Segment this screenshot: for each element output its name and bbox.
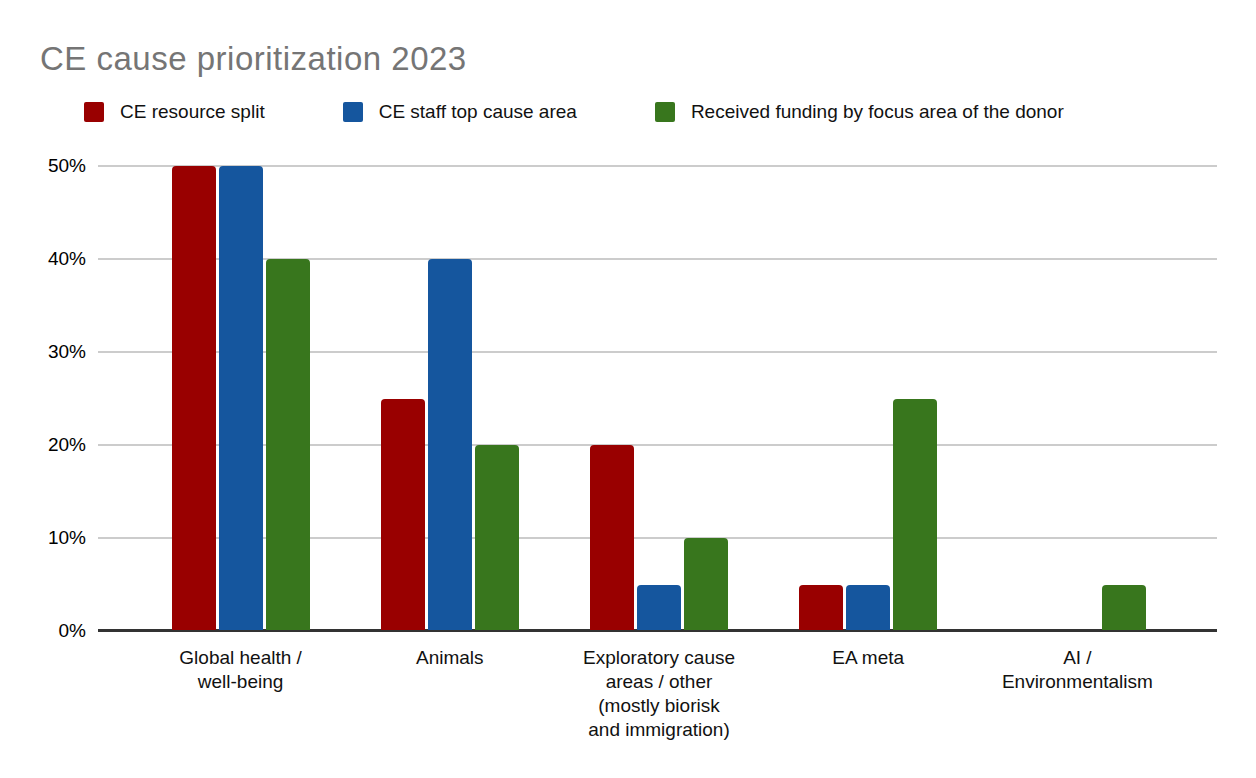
bar-series2-cat0 — [266, 259, 310, 630]
y-axis-tick-label: 0% — [0, 620, 86, 642]
y-axis-tick-label: 40% — [0, 248, 86, 270]
bar-series0-cat1 — [381, 399, 425, 631]
bar-series1-cat1 — [428, 259, 472, 630]
legend-label: CE staff top cause area — [379, 101, 577, 123]
bar-series1-cat0 — [219, 166, 263, 630]
legend-item-1: CE staff top cause area — [343, 101, 577, 123]
legend-swatch-icon — [655, 102, 675, 122]
bar-series0-cat3 — [799, 585, 843, 631]
y-axis-tick-label: 10% — [0, 527, 86, 549]
bar-series1-cat2 — [637, 585, 681, 631]
legend: CE resource split CE staff top cause area… — [84, 101, 1064, 123]
y-axis-tick-label: 30% — [0, 341, 86, 363]
legend-label: Received funding by focus area of the do… — [691, 101, 1064, 123]
legend-item-0: CE resource split — [84, 101, 265, 123]
legend-swatch-icon — [84, 102, 104, 122]
bar-series0-cat0 — [172, 166, 216, 630]
bar-series1-cat3 — [846, 585, 890, 631]
y-axis-tick-label: 20% — [0, 434, 86, 456]
bar-series2-cat4 — [1102, 585, 1146, 631]
gridline-50 — [98, 165, 1217, 167]
bar-series0-cat2 — [590, 445, 634, 630]
bar-series2-cat3 — [893, 399, 937, 631]
legend-item-2: Received funding by focus area of the do… — [655, 101, 1064, 123]
bar-series2-cat1 — [475, 445, 519, 630]
bar-chart: CE cause prioritization 2023 CE resource… — [0, 0, 1256, 778]
chart-title: CE cause prioritization 2023 — [40, 40, 467, 78]
y-axis-tick-label: 50% — [0, 155, 86, 177]
legend-swatch-icon — [343, 102, 363, 122]
bar-series2-cat2 — [684, 538, 728, 630]
x-axis-category-label: AI / Environmentalism — [927, 646, 1227, 694]
legend-label: CE resource split — [120, 101, 265, 123]
